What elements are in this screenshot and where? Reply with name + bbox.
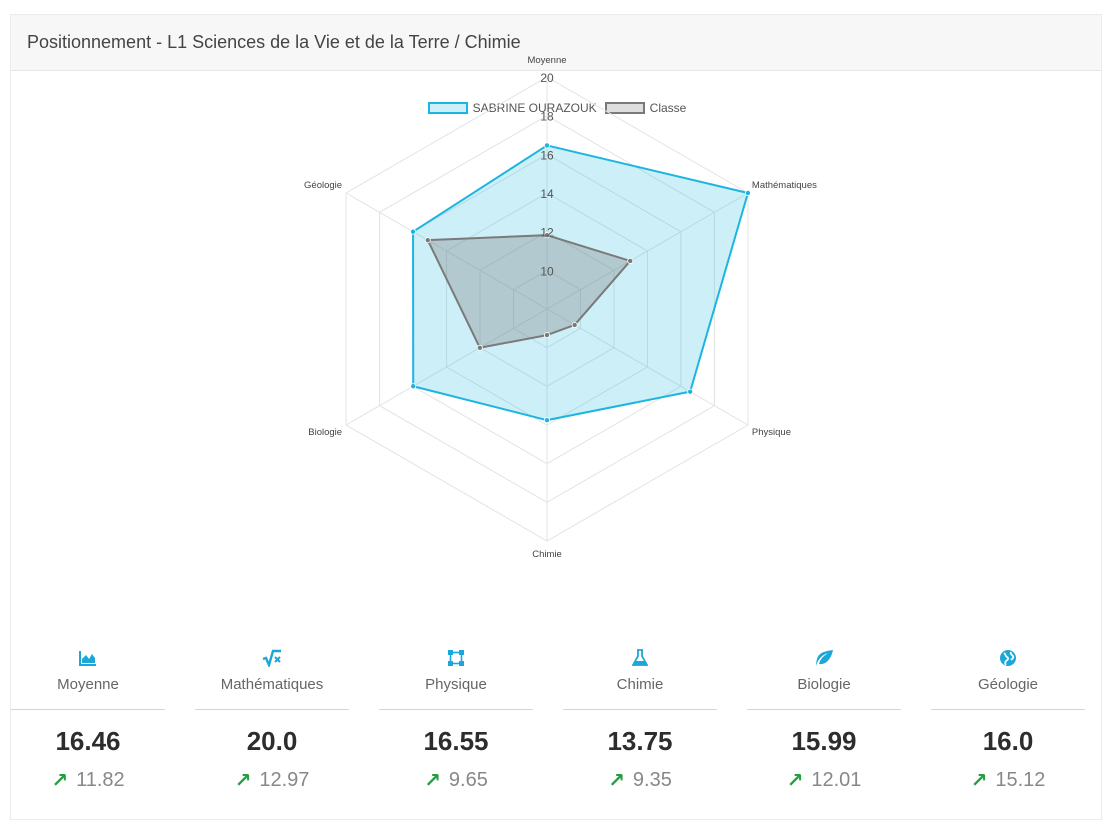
stat-classe: ↗ 12.01 (747, 768, 901, 793)
radar-axis-label: Biologie (308, 427, 342, 438)
stat-mathematiques: Mathématiques 20.0 ↗ 12.97 (195, 647, 349, 793)
radar-tick-label: 16 (540, 148, 554, 162)
stat-divider (931, 709, 1085, 710)
radar-tick-label: 18 (540, 110, 554, 124)
vector-square-icon (379, 647, 533, 669)
radar-axis-label: Géologie (304, 180, 342, 191)
stat-divider (747, 709, 901, 710)
stat-classe: ↗ 12.97 (195, 768, 349, 793)
stat-classe: ↗ 15.12 (931, 768, 1085, 793)
radar-point-student (544, 142, 551, 149)
radar-tick-label: 12 (540, 226, 554, 240)
legend-swatch-student (427, 102, 468, 114)
stat-value: 16.55 (423, 726, 489, 756)
stat-value: 16.46 (55, 726, 121, 756)
stat-biologie: Biologie 15.99 ↗ 12.01 (747, 647, 901, 793)
stat-label: Physique (425, 676, 487, 693)
radar-point-student (410, 228, 417, 235)
radar-point-student (744, 189, 751, 196)
stat-classe-value: 9.65 (448, 769, 488, 791)
radar-point-classe (627, 257, 634, 264)
stat-label: Chimie (616, 676, 664, 693)
chart-legend: SABRINE OURAZOUK Classe (11, 99, 1103, 117)
arrow-up-right-icon: ↗ (608, 770, 625, 792)
radar-axis-label: Physique (752, 427, 791, 438)
radar-point-classe (424, 237, 431, 244)
legend-label-classe: Classe (649, 101, 687, 115)
radar-spoke (345, 192, 548, 310)
radar-spoke (546, 192, 749, 310)
stat-divider (563, 709, 717, 710)
positionnement-card: Positionnement - L1 Sciences de la Vie e… (10, 14, 1102, 820)
radar-point-classe (571, 321, 578, 328)
radar-chart: 10 12 14 16 18 20 Moyenne Mathématiques Physique… (304, 55, 817, 560)
radar-point-classe (476, 344, 483, 351)
radar-tick-label: 14 (540, 187, 554, 201)
area-chart-icon (11, 647, 165, 669)
stats-row: Moyenne 16.46 ↗ 11.82 Mathématiques 20.0 … (11, 647, 1103, 817)
stat-value: 13.75 (607, 726, 673, 756)
stat-label: Biologie (797, 676, 851, 693)
stat-value: 16.0 (982, 726, 1034, 756)
stat-value: 20.0 (246, 726, 298, 756)
radar-point-classe (544, 232, 551, 239)
legend-label-student: SABRINE OURAZOUK (472, 101, 597, 115)
stat-classe-value: 9.35 (632, 769, 672, 791)
radar-axis-label: Chimie (532, 549, 562, 560)
sqrt-icon (195, 647, 349, 669)
stat-classe: ↗ 11.82 (11, 768, 165, 793)
stat-value: 15.99 (791, 726, 857, 756)
stat-divider (11, 709, 165, 710)
globe-icon (931, 647, 1085, 669)
radar-axis-label: Moyenne (527, 55, 566, 66)
radar-spoke (546, 308, 749, 426)
stat-moyenne: Moyenne 16.46 ↗ 11.82 (11, 647, 165, 793)
flask-icon (563, 647, 717, 669)
stat-classe-value: 11.82 (76, 769, 125, 791)
arrow-up-right-icon: ↗ (424, 770, 441, 792)
stat-physique: Physique 16.55 ↗ 9.65 (379, 647, 533, 793)
card-header: Positionnement - L1 Sciences de la Vie e… (11, 15, 1101, 71)
radar-point-student (687, 388, 694, 395)
stat-classe-value: 12.01 (811, 769, 862, 791)
stat-divider (379, 709, 533, 710)
stat-classe: ↗ 9.35 (563, 768, 717, 793)
stat-label: Moyenne (57, 676, 119, 693)
stat-divider (195, 709, 349, 710)
leaf-icon (747, 647, 901, 669)
arrow-up-right-icon: ↗ (970, 770, 988, 792)
radar-tick-label: 20 (540, 71, 554, 85)
radar-axis-label: Mathématiques (752, 180, 817, 191)
arrow-up-right-icon: ↗ (234, 770, 252, 792)
arrow-up-right-icon: ↗ (51, 770, 69, 792)
legend-swatch-classe (604, 102, 645, 114)
arrow-up-right-icon: ↗ (786, 770, 804, 792)
stat-geologie: Géologie 16.0 ↗ 15.12 (931, 647, 1085, 793)
legend-item-student[interactable]: SABRINE OURAZOUK (427, 101, 597, 115)
stat-label: Géologie (977, 676, 1039, 693)
radar-point-student (410, 383, 417, 390)
radar-spoke (345, 308, 548, 426)
radar-tick-label: 10 (540, 264, 554, 278)
stat-label: Mathématiques (220, 676, 324, 693)
stat-classe-value: 12.97 (259, 769, 310, 791)
stat-chimie: Chimie 13.75 ↗ 9.35 (563, 647, 717, 793)
radar-point-classe (544, 332, 551, 339)
radar-point-student (544, 417, 551, 424)
stat-classe-value: 15.12 (995, 769, 1046, 791)
page-title: Positionnement - L1 Sciences de la Vie e… (27, 32, 521, 52)
stat-classe: ↗ 9.65 (379, 768, 533, 793)
legend-item-classe[interactable]: Classe (604, 101, 687, 115)
